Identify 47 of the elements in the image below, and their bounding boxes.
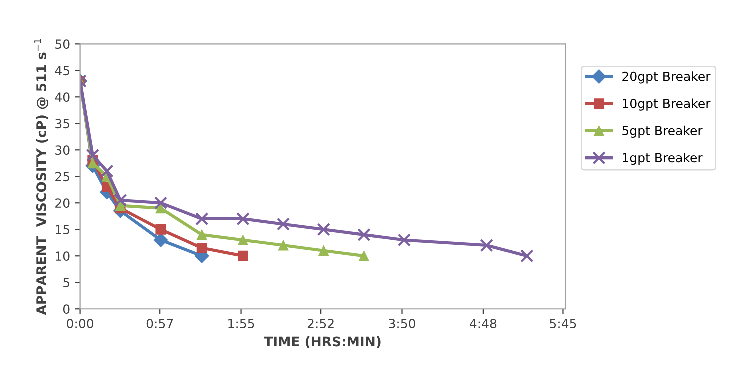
point <box>86 148 100 162</box>
legend-label: 20gpt Breaker <box>622 72 711 84</box>
y-tick-label: 45 <box>55 66 70 76</box>
point <box>398 234 412 247</box>
point <box>114 194 128 208</box>
y-axis-title: APPARENT VISCOSITY (cP) @ 511 s$^{−1}$ <box>34 39 49 316</box>
y-tick-label: 10 <box>56 252 70 262</box>
y-tick-label: 15 <box>56 225 70 235</box>
x-tick-label: 5:45 <box>550 319 576 329</box>
point <box>196 230 208 240</box>
y-tick-label: 50 <box>56 40 70 50</box>
legend-label: 1gpt Breaker <box>623 152 703 166</box>
y-tick-label: 25 <box>56 172 70 182</box>
point <box>358 250 370 262</box>
point <box>154 196 168 210</box>
y-tick-label: 35 <box>56 119 70 129</box>
point <box>238 250 248 262</box>
x-tick-label: 1:55 <box>228 319 254 329</box>
x-tick-label: 0:00 <box>67 319 94 329</box>
y-tick-label: 20 <box>56 198 70 208</box>
point <box>236 212 250 226</box>
y-tick-label: 40 <box>55 92 70 102</box>
point <box>156 203 166 214</box>
x-tick-label: 3:50 <box>389 319 416 329</box>
point <box>520 250 534 263</box>
point <box>115 200 126 211</box>
point <box>156 224 166 235</box>
point <box>318 246 330 256</box>
y-tick-label: 30 <box>56 146 70 156</box>
point <box>276 218 290 231</box>
point <box>278 240 289 251</box>
point <box>154 233 168 248</box>
x-axis-title: TIME (HRS:MIN) <box>264 336 381 348</box>
y-tick-label: 0 <box>63 304 70 314</box>
x-tick-label: 2:52 <box>308 319 334 329</box>
x-tick-label: 0:57 <box>146 319 174 329</box>
point <box>100 164 114 178</box>
y-tick-label: 5 <box>64 278 70 288</box>
point <box>317 223 330 236</box>
point <box>238 235 248 246</box>
point <box>196 242 208 254</box>
point <box>480 238 494 252</box>
legend-label: 10gpt Breaker <box>623 98 711 111</box>
point <box>358 228 371 242</box>
legend-label: 5gpt Breaker <box>622 126 703 138</box>
x-tick-label: 4:48 <box>470 319 497 329</box>
point <box>195 212 209 226</box>
